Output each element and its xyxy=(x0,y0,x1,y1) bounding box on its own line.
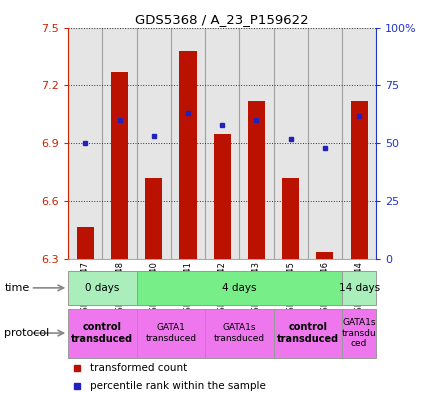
Text: transformed count: transformed count xyxy=(90,363,187,373)
Text: 0 days: 0 days xyxy=(85,283,120,293)
Text: protocol: protocol xyxy=(4,328,50,338)
Bar xyxy=(342,309,376,358)
Text: percentile rank within the sample: percentile rank within the sample xyxy=(90,381,266,391)
Bar xyxy=(342,28,376,259)
Bar xyxy=(248,101,265,259)
Bar xyxy=(137,28,171,259)
Text: time: time xyxy=(4,283,29,293)
Bar xyxy=(145,178,162,259)
Bar xyxy=(171,28,205,259)
Text: control
transduced: control transduced xyxy=(277,322,339,344)
Bar xyxy=(77,226,94,259)
Bar xyxy=(103,28,137,259)
Text: 4 days: 4 days xyxy=(222,283,257,293)
Bar xyxy=(214,134,231,259)
Bar xyxy=(205,28,239,259)
Title: GDS5368 / A_23_P159622: GDS5368 / A_23_P159622 xyxy=(136,13,309,26)
Bar xyxy=(316,252,334,259)
Bar xyxy=(351,101,368,259)
Bar xyxy=(274,28,308,259)
Bar xyxy=(180,51,197,259)
Bar xyxy=(137,271,342,305)
Bar xyxy=(342,271,376,305)
Text: 14 days: 14 days xyxy=(338,283,380,293)
Bar xyxy=(137,309,205,358)
Bar xyxy=(239,28,274,259)
Text: control
transduced: control transduced xyxy=(71,322,133,344)
Text: GATA1s
transdu
ced: GATA1s transdu ced xyxy=(342,318,377,348)
Bar xyxy=(282,178,299,259)
Bar xyxy=(274,309,342,358)
Bar xyxy=(308,28,342,259)
Bar xyxy=(68,28,103,259)
Text: GATA1
transduced: GATA1 transduced xyxy=(145,323,196,343)
Bar xyxy=(68,271,137,305)
Bar xyxy=(111,72,128,259)
Bar xyxy=(68,309,137,358)
Bar xyxy=(205,309,274,358)
Text: GATA1s
transduced: GATA1s transduced xyxy=(214,323,265,343)
